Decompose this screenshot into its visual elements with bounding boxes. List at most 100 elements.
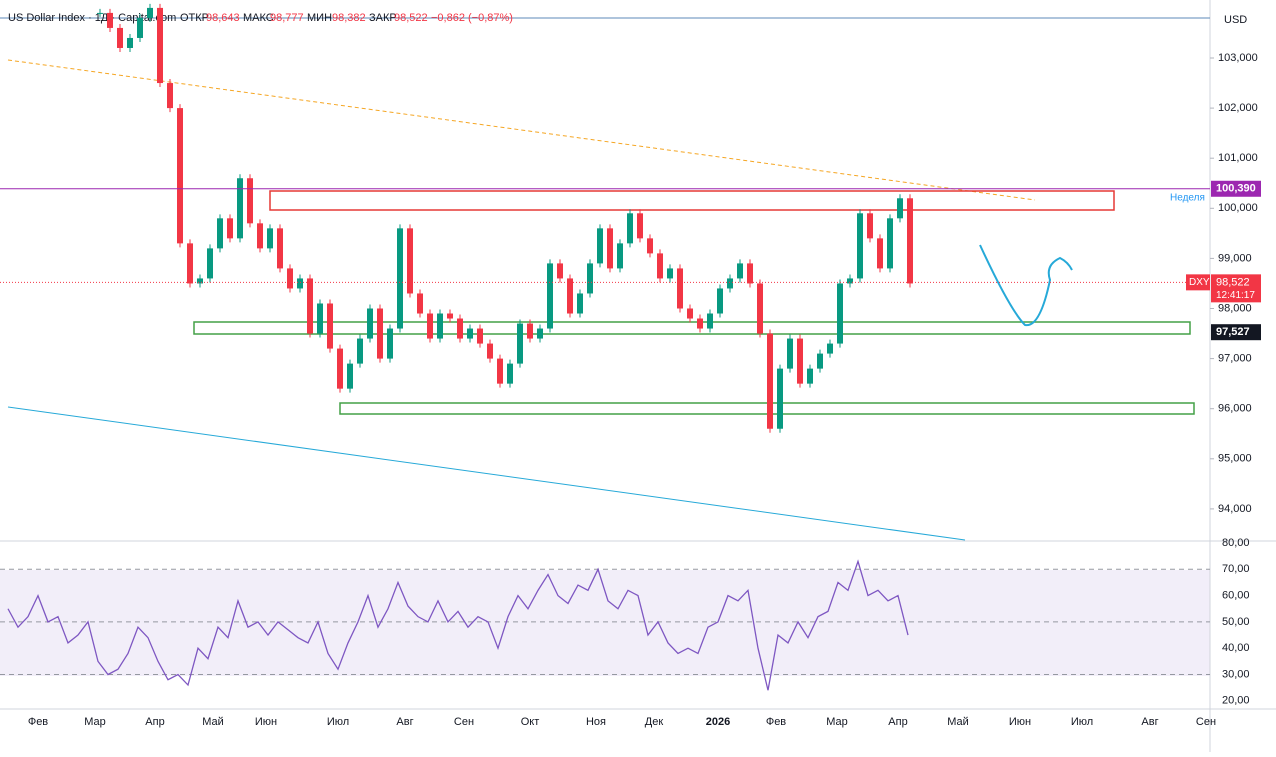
candle — [277, 228, 283, 269]
candle — [197, 278, 203, 284]
ohlc-label: ОТКР — [180, 12, 209, 24]
candle — [517, 323, 523, 364]
price-tag-label: 97,527 — [1216, 326, 1250, 338]
candle — [797, 338, 803, 384]
candle — [337, 348, 343, 389]
candle — [727, 278, 733, 289]
ohlc-value: 98,777 — [270, 12, 304, 24]
candle — [217, 218, 223, 249]
price-tick-label: 101,000 — [1218, 152, 1258, 164]
candle — [467, 328, 473, 339]
rsi-tick-label: 60,00 — [1222, 590, 1250, 602]
candle — [677, 268, 683, 309]
candle — [717, 288, 723, 314]
candle — [587, 263, 593, 294]
candle — [427, 313, 433, 339]
time-tick-label: Фев — [766, 716, 786, 728]
candle — [527, 323, 533, 339]
rsi-tick-label: 20,00 — [1222, 695, 1250, 707]
candle — [167, 83, 173, 109]
time-tick-label: 2026 — [706, 716, 730, 728]
candle — [737, 263, 743, 279]
candle — [607, 228, 613, 269]
trend-line — [7, 59, 1036, 201]
price-tick-label: 103,000 — [1218, 52, 1258, 64]
candle — [387, 328, 393, 359]
candle — [117, 27, 123, 48]
rsi-tick-label: 50,00 — [1222, 616, 1250, 628]
candle — [767, 333, 773, 429]
candle — [887, 218, 893, 269]
ohlc-value: 98,382 — [332, 12, 366, 24]
candle — [287, 268, 293, 289]
candle — [207, 248, 213, 279]
support-zone — [193, 321, 1191, 335]
candle — [347, 363, 353, 389]
rsi-tick-label: 80,00 — [1222, 537, 1250, 549]
candle — [137, 17, 143, 38]
ohlc-change: −0,862 (−0,87%) — [431, 12, 513, 24]
candle — [877, 238, 883, 269]
candle — [567, 278, 573, 314]
candle — [417, 293, 423, 314]
candle — [267, 228, 273, 249]
rsi-tick-label: 70,00 — [1222, 563, 1250, 575]
time-tick-label: Фев — [28, 716, 48, 728]
candle — [657, 253, 663, 279]
time-tick-label: Мар — [84, 716, 106, 728]
rsi-tick-label: 40,00 — [1222, 642, 1250, 654]
time-tick-label: Июн — [1009, 716, 1031, 728]
price-tag — [1211, 180, 1261, 197]
time-tick-label: Май — [947, 716, 969, 728]
time-tick-label: Дек — [645, 716, 664, 728]
candle — [187, 243, 193, 284]
candle — [107, 12, 113, 28]
ohlc-value: 98,643 — [206, 12, 240, 24]
candle — [847, 278, 853, 284]
time-tick-label: Авг — [1141, 716, 1158, 728]
ohlc-label: МИН — [307, 12, 332, 24]
candle — [837, 283, 843, 344]
candle — [497, 358, 503, 384]
price-tick-label: 96,000 — [1218, 403, 1252, 415]
candle — [307, 278, 313, 334]
candle — [227, 218, 233, 239]
candle — [257, 223, 263, 249]
candle — [457, 318, 463, 339]
time-tick-label: Окт — [521, 716, 540, 728]
drawn-arrow — [979, 244, 1073, 327]
candle — [447, 313, 453, 319]
time-tick-label: Сен — [1196, 716, 1216, 728]
candle — [707, 313, 713, 329]
time-tick-label: Апр — [145, 716, 164, 728]
time-tick-label: Июл — [327, 716, 349, 728]
ohlc-label: МАКС — [243, 12, 274, 24]
candle — [407, 228, 413, 294]
candle — [437, 313, 443, 339]
candle — [317, 303, 323, 334]
candle — [577, 293, 583, 314]
price-tag-label: 100,390 — [1216, 183, 1256, 195]
candle — [807, 368, 813, 384]
rsi-band — [0, 570, 1210, 676]
candle — [557, 263, 563, 279]
symbol-tag-label: DXY — [1189, 277, 1210, 288]
price-tick-label: 102,000 — [1218, 102, 1258, 114]
symbol-tag — [1186, 274, 1210, 291]
candle — [297, 278, 303, 289]
candle — [237, 178, 243, 239]
candle — [817, 353, 823, 369]
time-tick-label: Май — [202, 716, 224, 728]
candle — [127, 37, 133, 48]
resistance-zone — [269, 190, 1115, 211]
candle — [97, 12, 103, 14]
symbol: US Dollar Index · 1Д · Capital.com — [8, 12, 176, 24]
candle — [397, 228, 403, 329]
candle — [897, 198, 903, 219]
time-tick-label: Июл — [1071, 716, 1093, 728]
candle — [667, 268, 673, 279]
price-tick-label: 95,000 — [1218, 453, 1252, 465]
time-tick-label: Ноя — [586, 716, 606, 728]
